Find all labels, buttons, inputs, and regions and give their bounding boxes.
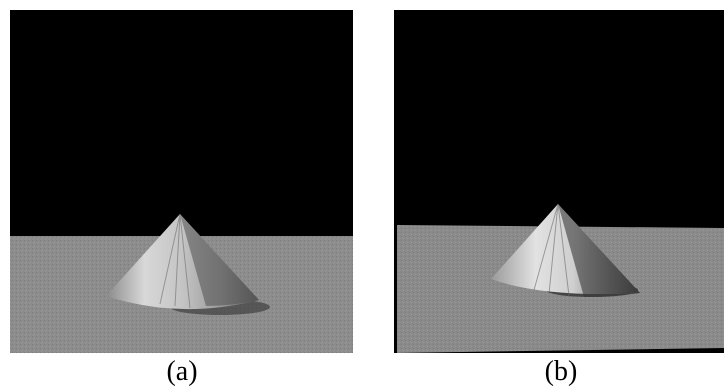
rendered-cone-image-b: [394, 10, 724, 353]
cone-texture-lines: [159, 213, 191, 309]
cone-shaded-side: [558, 204, 640, 297]
caption-b: (b): [544, 356, 578, 387]
rendered-cone-image-a: [10, 10, 353, 353]
figure-panel-a: [10, 10, 353, 353]
figure-panel-b: [394, 10, 724, 353]
caption-a: (a): [166, 356, 198, 387]
sky-background: [10, 10, 353, 236]
cone-shaded-side: [180, 214, 259, 306]
cone-texture-lines: [533, 203, 570, 297]
